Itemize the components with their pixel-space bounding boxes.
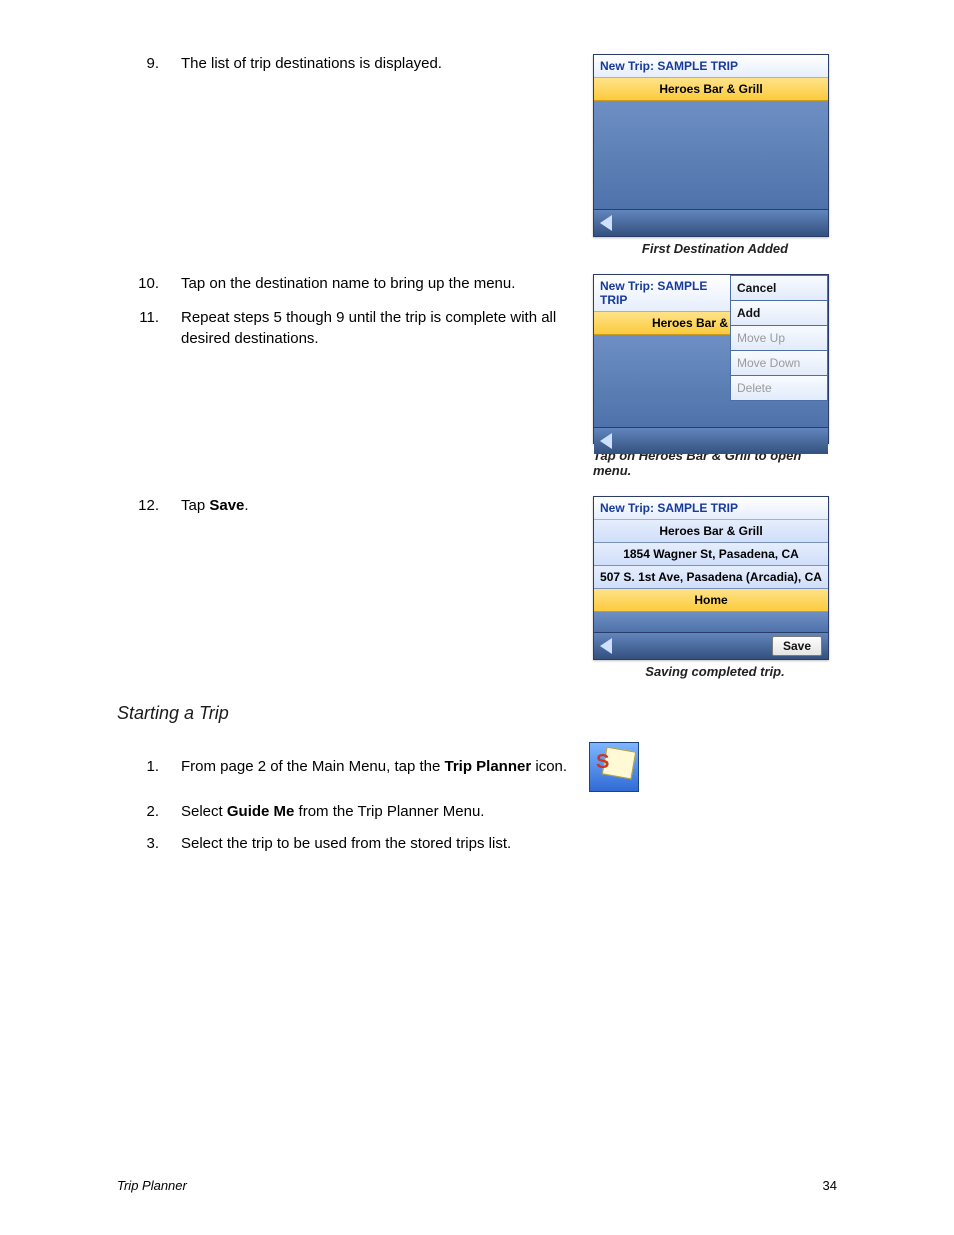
step-number: 12. (117, 496, 181, 516)
step-item: 11. Repeat steps 5 though 9 until the tr… (117, 308, 579, 349)
screenshot-first-destination: New Trip: SAMPLE TRIP Heroes Bar & Grill (593, 54, 829, 237)
context-menu: Cancel Add Move Up Move Down Delete (730, 275, 828, 443)
step-row-10-11: 10. Tap on the destination name to bring… (117, 274, 837, 478)
step-text-post: icon. (531, 758, 567, 775)
step-item: 3. Select the trip to be used from the s… (117, 834, 837, 854)
step-text-pre: Select (181, 803, 227, 820)
screenshot-menu-open: New Trip: SAMPLE TRIP Heroes Bar & Cance… (593, 274, 829, 444)
step-item: 10. Tap on the destination name to bring… (117, 274, 579, 294)
step-number: 10. (117, 274, 181, 294)
menu-move-up[interactable]: Move Up (730, 326, 828, 351)
page-number: 34 (823, 1178, 837, 1193)
document-page: 9. The list of trip destinations is disp… (0, 0, 954, 1235)
device-body (594, 612, 828, 632)
step-number: 11. (117, 308, 181, 328)
step-item: 2. Select Guide Me from the Trip Planner… (117, 802, 837, 822)
destination-row[interactable]: Heroes Bar & Grill (594, 520, 828, 543)
save-button[interactable]: Save (772, 636, 822, 656)
back-icon[interactable] (600, 215, 612, 231)
step-item: 9. The list of trip destinations is disp… (117, 54, 579, 74)
screenshot-caption: First Destination Added (593, 241, 837, 256)
menu-add[interactable]: Add (730, 301, 828, 326)
step-text: Select the trip to be used from the stor… (181, 834, 837, 854)
device-title: New Trip: SAMPLE TRIP (594, 497, 828, 520)
back-icon[interactable] (600, 638, 612, 654)
destination-row[interactable]: Heroes Bar & Grill (594, 78, 828, 101)
step-row-12: 12. Tap Save. New Trip: SAMPLE TRIP Hero… (117, 496, 837, 679)
step-number: 2. (117, 802, 181, 822)
screenshot-caption: Saving completed trip. (593, 664, 837, 679)
step-text-post: from the Trip Planner Menu. (294, 803, 484, 820)
step-row-9: 9. The list of trip destinations is disp… (117, 54, 837, 256)
step-number: 1. (117, 757, 181, 777)
trip-planner-icon[interactable]: S (589, 742, 639, 792)
device-body (594, 101, 828, 209)
step-text: Tap on the destination name to bring up … (181, 274, 579, 294)
step-text-pre: Select the trip to be used from the stor… (181, 835, 511, 852)
destination-row[interactable]: Home (594, 589, 828, 612)
menu-move-down[interactable]: Move Down (730, 351, 828, 376)
step-text: From page 2 of the Main Menu, tap the Tr… (181, 757, 567, 777)
device-footer: Save (594, 632, 828, 659)
step-text: Select Guide Me from the Trip Planner Me… (181, 802, 837, 822)
step-text: Tap Save. (181, 496, 579, 516)
route-arrow-icon: S (596, 751, 609, 774)
screenshot-saving-trip: New Trip: SAMPLE TRIP Heroes Bar & Grill… (593, 496, 829, 660)
step-item: 12. Tap Save. (117, 496, 579, 516)
menu-delete[interactable]: Delete (730, 376, 828, 401)
back-icon[interactable] (600, 433, 612, 449)
step-text: The list of trip destinations is display… (181, 54, 579, 74)
destination-row[interactable]: 507 S. 1st Ave, Pasadena (Arcadia), CA (594, 566, 828, 589)
step-text-post: . (244, 497, 248, 514)
step-text-bold: Save (209, 497, 244, 514)
step-text-bold: Trip Planner (444, 758, 531, 775)
device-footer (594, 209, 828, 236)
step-row-d1: 1. From page 2 of the Main Menu, tap the… (117, 742, 837, 792)
device-title: New Trip: SAMPLE TRIP (594, 55, 828, 78)
step-text-bold: Guide Me (227, 803, 295, 820)
menu-cancel[interactable]: Cancel (730, 275, 828, 301)
footer-label: Trip Planner (117, 1178, 187, 1193)
step-text: Repeat steps 5 though 9 until the trip i… (181, 308, 579, 349)
destination-row[interactable]: 1854 Wagner St, Pasadena, CA (594, 543, 828, 566)
page-footer: Trip Planner 34 (117, 1178, 837, 1193)
step-text-pre: From page 2 of the Main Menu, tap the (181, 758, 444, 775)
step-number: 9. (117, 54, 181, 74)
step-item: 1. From page 2 of the Main Menu, tap the… (117, 757, 567, 777)
section-heading: Starting a Trip (117, 703, 837, 724)
step-number: 3. (117, 834, 181, 854)
step-text-pre: Tap (181, 497, 209, 514)
